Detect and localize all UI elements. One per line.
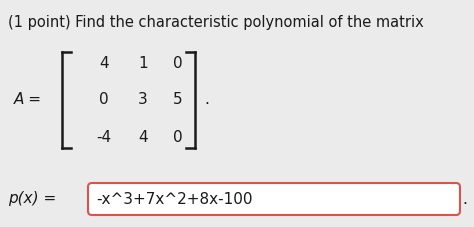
FancyBboxPatch shape: [88, 183, 460, 215]
Text: .: .: [204, 92, 209, 108]
Text: 3: 3: [138, 92, 148, 108]
Text: p(x) =: p(x) =: [8, 192, 56, 207]
Text: A =: A =: [14, 92, 42, 108]
Text: 1: 1: [138, 55, 148, 71]
Text: 4: 4: [138, 129, 148, 145]
Text: 0: 0: [173, 129, 183, 145]
Text: -4: -4: [96, 129, 111, 145]
Text: -x^3+7x^2+8x-100: -x^3+7x^2+8x-100: [96, 192, 253, 207]
Text: 0: 0: [173, 55, 183, 71]
Text: (1 point) Find the characteristic polynomial of the matrix: (1 point) Find the characteristic polyno…: [8, 15, 424, 30]
Text: .: .: [462, 192, 467, 207]
Text: 5: 5: [173, 92, 183, 108]
Text: 4: 4: [99, 55, 109, 71]
Text: 0: 0: [99, 92, 109, 108]
